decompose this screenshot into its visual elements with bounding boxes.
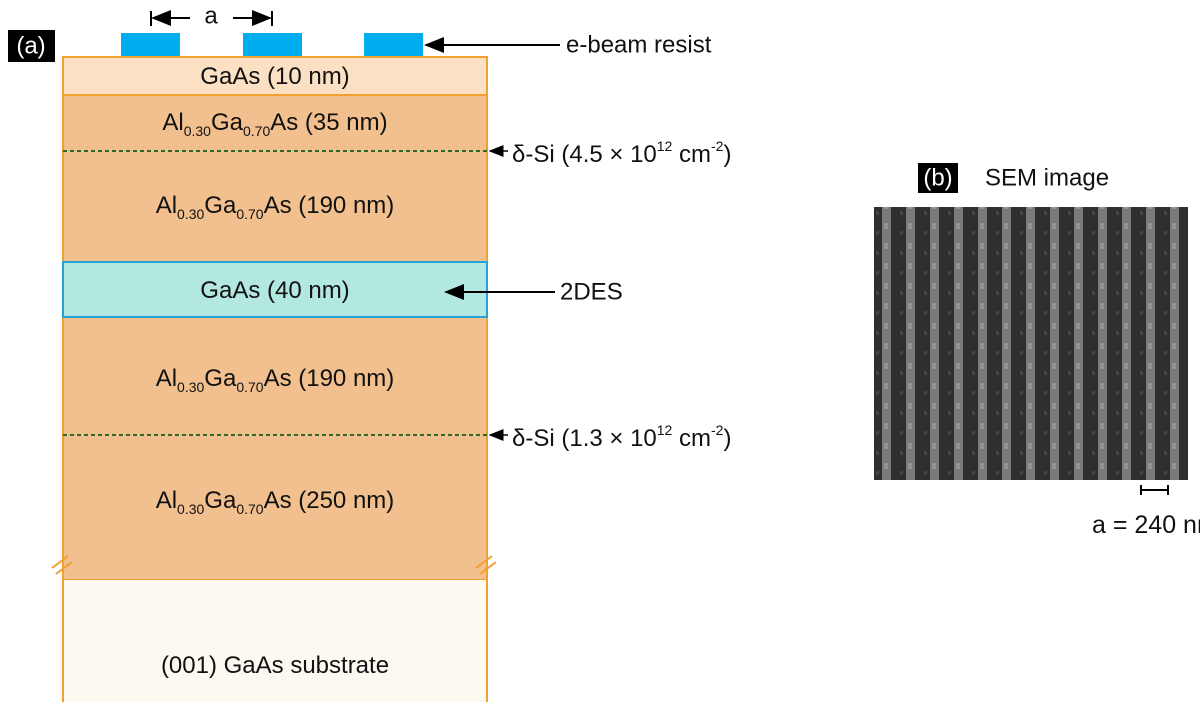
text-part: Al: [156, 365, 177, 392]
layer-label: GaAs (10 nm): [200, 63, 349, 90]
text-part: GaAs (10 nm): [200, 63, 349, 90]
substrate: [63, 580, 487, 702]
superscript: -2: [711, 138, 724, 154]
sem-image: [874, 207, 1188, 480]
text-part: ): [723, 141, 731, 168]
resist: [121, 33, 180, 57]
page: (a) a e-beam resist 2DES (b) SEM image a…: [0, 0, 1200, 702]
resist: [243, 33, 302, 57]
resist: [364, 33, 423, 57]
text-part: Al: [156, 487, 177, 514]
subscript: 0.30: [177, 501, 204, 517]
subscript: 0.30: [184, 123, 211, 139]
text-part: δ-Si (1.3 × 10: [512, 425, 657, 452]
panel-label: (b): [923, 165, 952, 192]
subscript: 0.70: [236, 379, 263, 395]
text-part: GaAs (40 nm): [200, 277, 349, 304]
text-part: δ-Si (4.5 × 10: [512, 141, 657, 168]
text-part: Ga: [204, 192, 237, 219]
text-part: As (190 nm): [264, 365, 395, 392]
subscript: 0.30: [177, 206, 204, 222]
doping-label: δ-Si (4.5 × 1012 cm-2): [512, 138, 731, 168]
text-part: cm: [672, 141, 711, 168]
text-part: As (250 nm): [264, 487, 395, 514]
panel-title: SEM image: [985, 165, 1109, 192]
text-part: (001) GaAs substrate: [161, 652, 389, 679]
text-part: Ga: [211, 109, 244, 136]
layer: [63, 317, 487, 580]
subscript: 0.70: [236, 501, 263, 517]
text-part: cm: [672, 425, 711, 452]
text-part: Al: [156, 192, 177, 219]
text-part: As (35 nm): [270, 109, 387, 136]
superscript: 12: [657, 138, 673, 154]
annotation: e-beam resist: [566, 32, 712, 59]
superscript: 12: [657, 422, 673, 438]
subscript: 0.70: [236, 206, 263, 222]
text-part: Ga: [204, 365, 237, 392]
period-label: a: [204, 3, 218, 30]
layer-label: GaAs (40 nm): [200, 277, 349, 304]
panel-label: (a): [16, 33, 45, 60]
text-part: As (190 nm): [264, 192, 395, 219]
figure: (a) a e-beam resist 2DES (b) SEM image a…: [0, 0, 1200, 702]
scale-label: a = 240 nm: [1092, 511, 1200, 539]
doping-label: δ-Si (1.3 × 1012 cm-2): [512, 422, 731, 452]
subscript: 0.70: [243, 123, 270, 139]
layer-label: (001) GaAs substrate: [161, 652, 389, 679]
annotation: 2DES: [560, 279, 623, 306]
text-part: Al: [162, 109, 183, 136]
text-part: Ga: [204, 487, 237, 514]
text-part: ): [723, 425, 731, 452]
superscript: -2: [711, 422, 724, 438]
scale-bar: [1141, 485, 1168, 495]
subscript: 0.30: [177, 379, 204, 395]
